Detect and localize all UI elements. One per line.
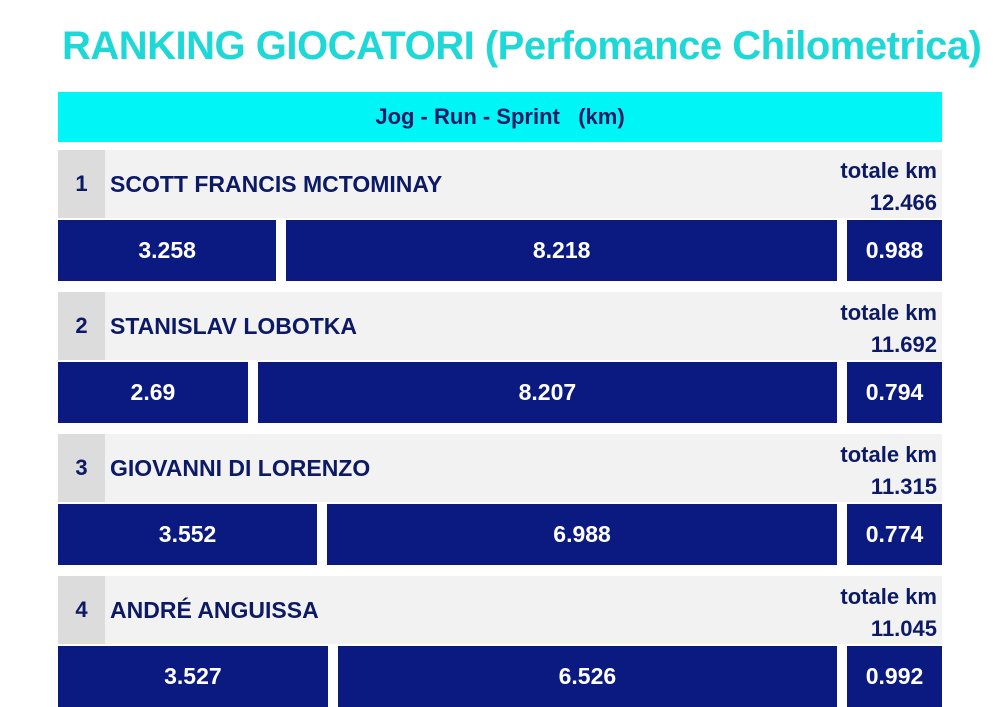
jog-bar: 3.552 <box>58 504 318 565</box>
player-row <box>58 150 942 218</box>
sprint-bar: 0.794 <box>847 362 942 423</box>
player-rank: 2 <box>58 292 105 360</box>
total-value: 11.692 <box>870 332 937 357</box>
total-value: 11.045 <box>870 616 937 641</box>
run-bar: 8.218 <box>286 220 837 281</box>
total-label: totale km <box>840 584 937 609</box>
sprint-bar: 0.774 <box>847 504 942 565</box>
player-rank: 4 <box>58 576 105 644</box>
total-value: 12.466 <box>869 190 937 215</box>
jog-bar: 2.69 <box>58 362 248 423</box>
total-label: totale km <box>840 158 937 183</box>
page-title: RANKING GIOCATORI (Perfomance Chilometri… <box>62 24 982 68</box>
player-row <box>58 576 942 644</box>
jog-bar: 3.527 <box>58 646 328 707</box>
sprint-bar: 0.992 <box>847 646 942 707</box>
jog-bar: 3.258 <box>58 220 277 281</box>
player-row <box>58 292 942 360</box>
player-rank: 1 <box>58 150 105 218</box>
legend-header: Jog - Run - Sprint (km) <box>58 92 942 142</box>
total-value: 11.315 <box>870 474 937 499</box>
player-name: GIOVANNI DI LORENZO <box>110 455 371 481</box>
page: RANKING GIOCATORI (Perfomance Chilometri… <box>58 24 982 707</box>
player-name: STANISLAV LOBOTKA <box>110 313 358 339</box>
run-bar: 8.207 <box>257 362 837 423</box>
player-rank: 3 <box>58 434 105 502</box>
sprint-bar: 0.988 <box>847 220 942 281</box>
player-row <box>58 434 942 502</box>
total-label: totale km <box>840 442 937 467</box>
player-name: SCOTT FRANCIS MCTOMINAY <box>110 171 443 197</box>
player-name: ANDRÉ ANGUISSA <box>110 597 319 623</box>
total-label: totale km <box>840 300 937 325</box>
run-bar: 6.526 <box>337 646 837 707</box>
run-bar: 6.988 <box>327 504 837 565</box>
